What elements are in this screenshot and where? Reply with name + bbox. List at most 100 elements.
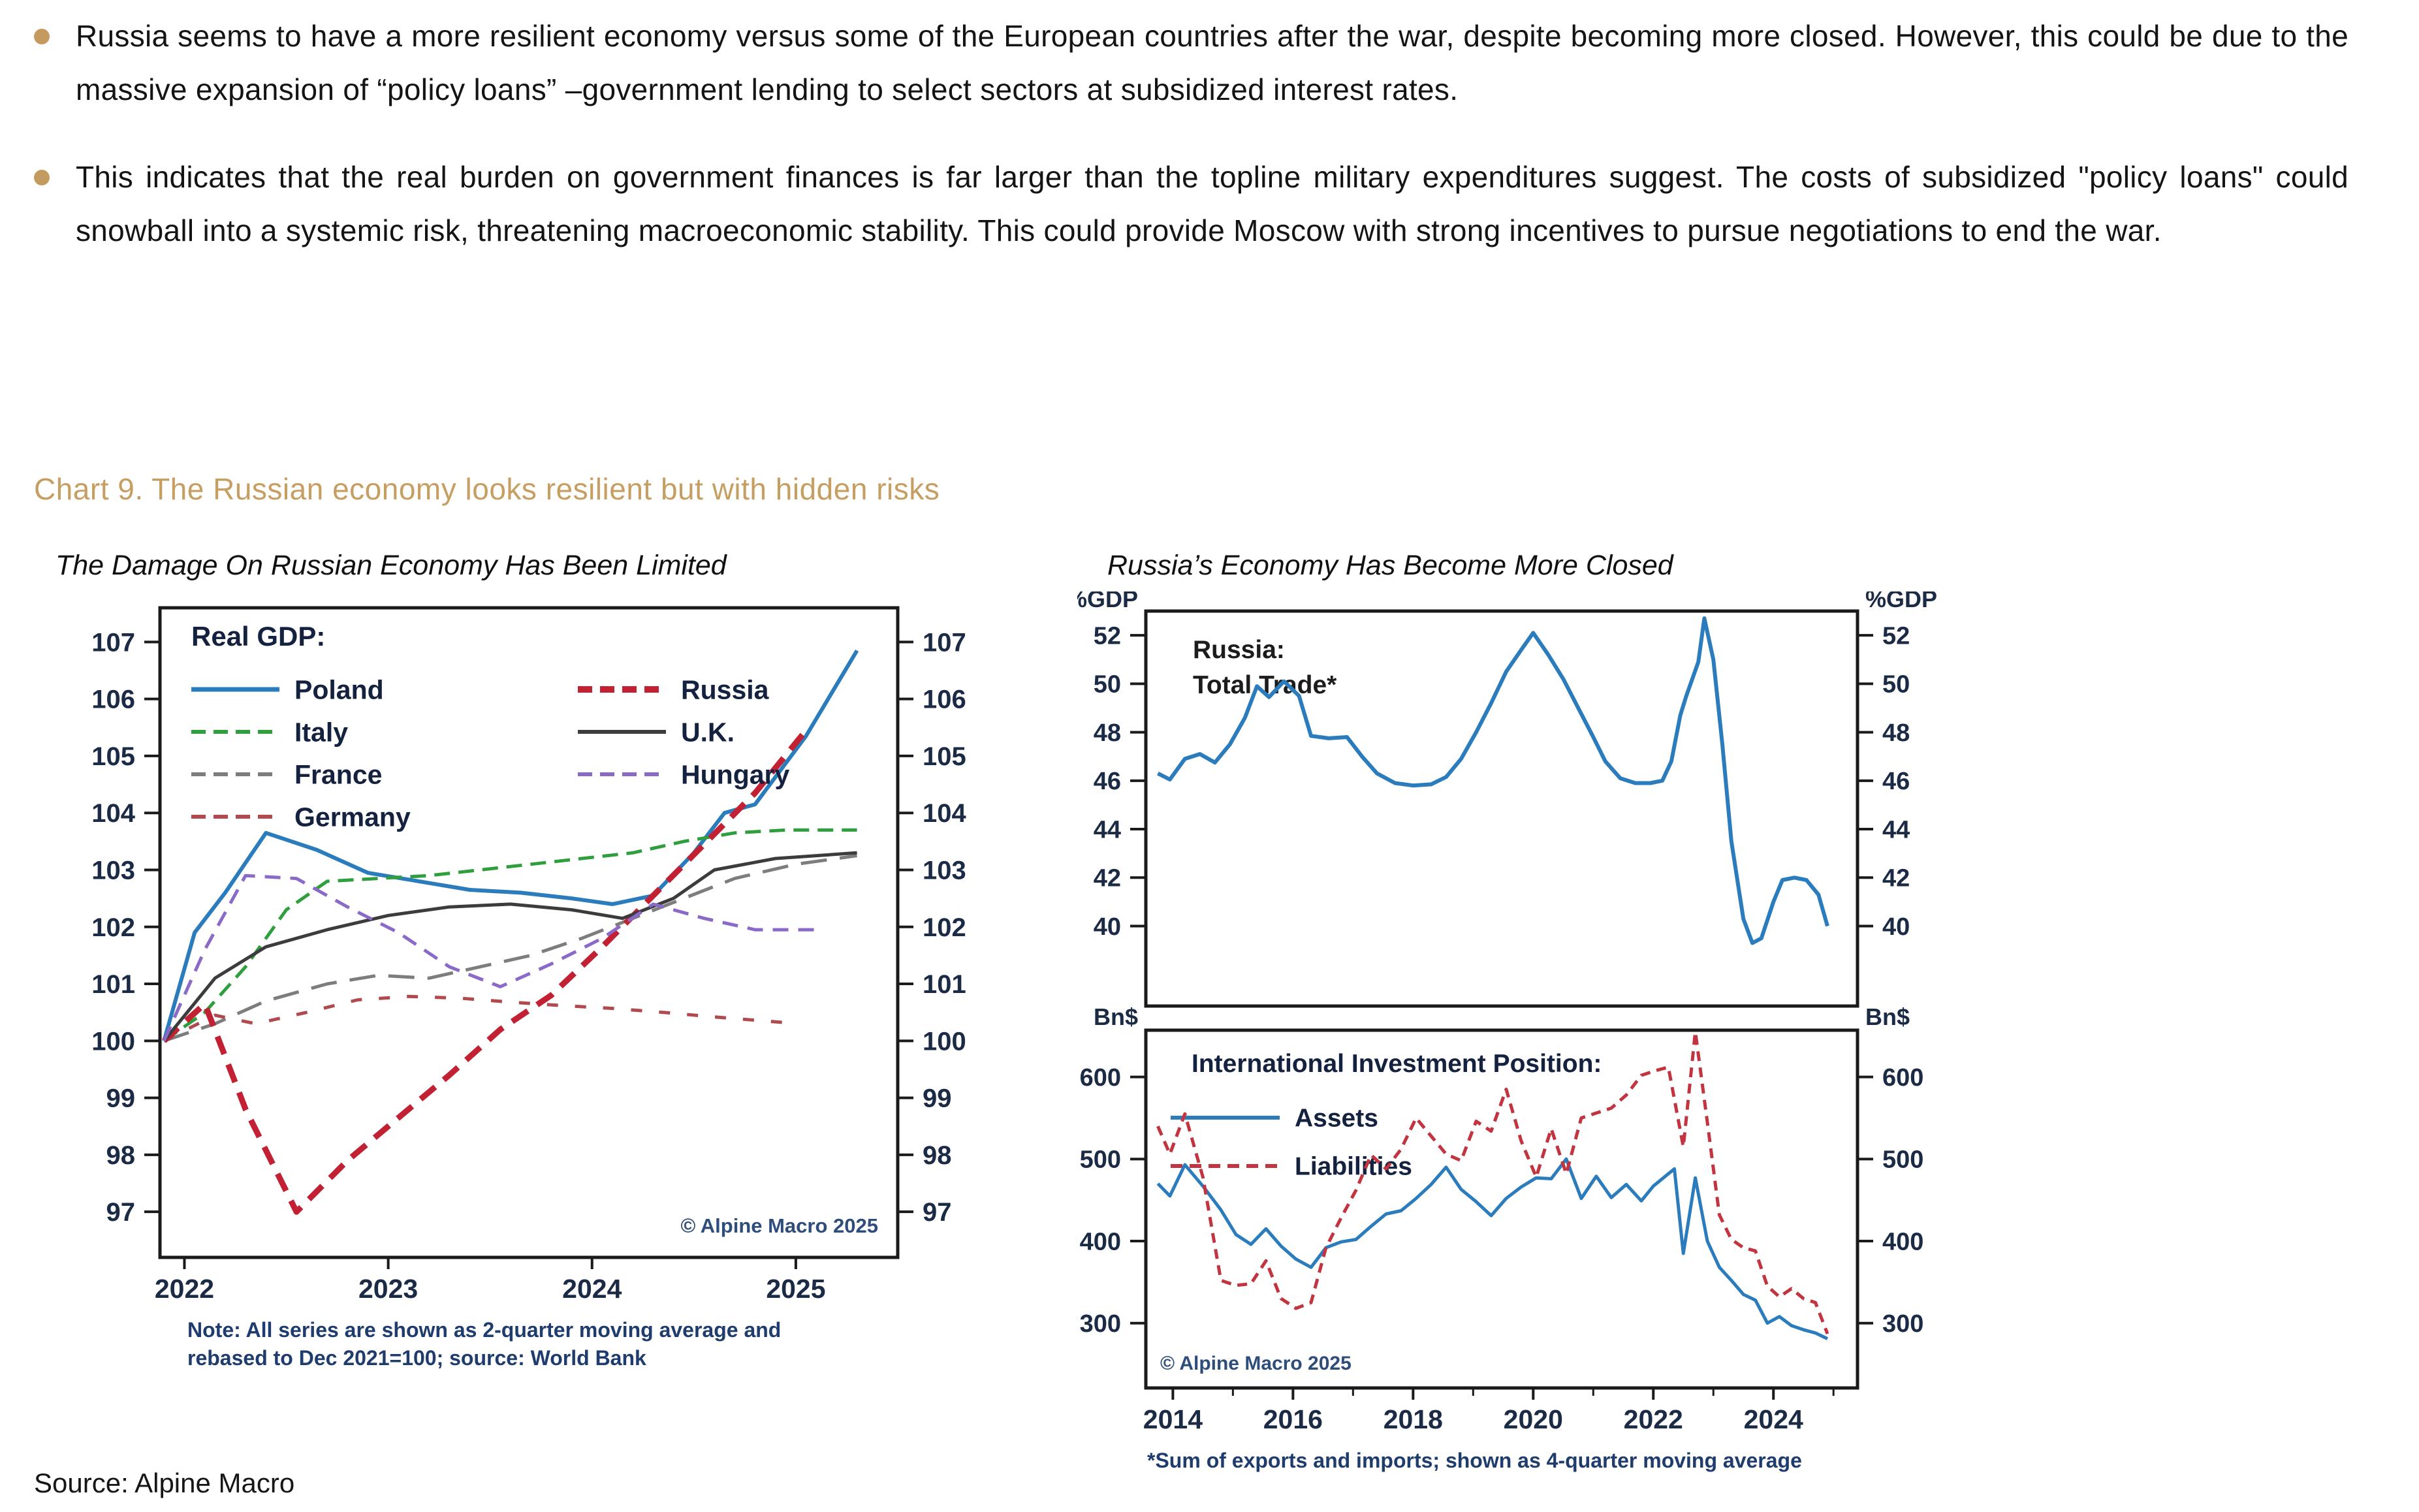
iip-ytick-label: 600 [1882, 1064, 1923, 1092]
iip-xtick-label: 2016 [1263, 1404, 1323, 1434]
gdp-ytick-label: 103 [923, 856, 966, 885]
trade-ytick-label: 46 [1882, 768, 1910, 795]
trade-ytick-label: 40 [1094, 913, 1121, 941]
gdp-legend-label: Hungary [681, 759, 790, 789]
trade-series-totaltrade [1157, 616, 1829, 945]
iip-ytick-label: 300 [1080, 1310, 1121, 1338]
figure-right: Russia’s Economy Has Become More Closed … [1077, 550, 1939, 1483]
gdp-note-line: rebased to Dec 2021=100; source: World B… [187, 1346, 646, 1370]
gdp-ytick-label: 101 [91, 970, 135, 999]
gdp-xtick-label: 2025 [766, 1274, 825, 1304]
iip-series-assets [1156, 1157, 1829, 1340]
trade-ytick-label: 46 [1094, 768, 1121, 795]
gdp-ytick-label: 107 [923, 628, 966, 657]
real-gdp-chart: 97 97 98 98 99 99 100 100 101 101 102 102 103 103 104 1… [91, 606, 966, 1370]
iip-ytick-label: 500 [1882, 1146, 1923, 1174]
bullet-item-2: This indicates that the real burden on g… [34, 150, 2348, 257]
gdp-ytick-label: 100 [91, 1027, 135, 1056]
chart-heading: Chart 9. The Russian economy looks resil… [34, 472, 940, 506]
iip-xtick-label: 2014 [1143, 1404, 1203, 1434]
trade-ytick-label: 50 [1094, 671, 1121, 699]
trade-ytick-label: 40 [1882, 913, 1910, 941]
gdp-legend-label: Germany [294, 802, 411, 832]
trade-iip-chart: 40 40 42 42 44 44 46 46 48 48 50 50 52 52 %GDP %GDP Russ… [1077, 591, 1937, 1472]
gdp-series-poland [162, 649, 859, 1042]
gdp-ytick-label: 105 [923, 742, 966, 771]
gdp-ytick-label: 106 [91, 685, 135, 714]
trade-ytick-label: 42 [1882, 865, 1910, 892]
trade-ytick-label: 44 [1094, 816, 1121, 843]
iip-ytick-label: 500 [1080, 1146, 1121, 1174]
bullet-text-1: Russia seems to have a more resilient ec… [76, 19, 2348, 106]
gdp-series-france [163, 854, 857, 1043]
trade-ytick-label: 48 [1094, 719, 1121, 747]
gdp-legend-label: Italy [294, 717, 348, 747]
gdp-ytick-label: 106 [923, 685, 966, 714]
gdp-legend-label: France [294, 759, 382, 789]
gdp-ytick-label: 103 [91, 856, 135, 885]
iip-ytick-label: 400 [1080, 1228, 1121, 1255]
trade-frame [1144, 609, 1859, 1008]
gdp-ytick-label: 107 [91, 628, 135, 657]
gdp-series-uk [163, 851, 857, 1042]
bullet-text-2: This indicates that the real burden on g… [76, 160, 2348, 247]
iip-xtick-label: 2018 [1383, 1404, 1443, 1434]
figure-left-title: The Damage On Russian Economy Has Been L… [55, 550, 727, 581]
iip-copyright: © Alpine Macro 2025 [1160, 1353, 1352, 1374]
trade-ytick-label: 44 [1882, 816, 1910, 843]
trade-ytick-label: 48 [1882, 719, 1910, 747]
gdp-ytick-label: 97 [923, 1198, 952, 1227]
trade-unit-right: %GDP [1865, 591, 1937, 612]
gdp-legend-label: Russia [681, 674, 770, 704]
iip-xtick-label: 2024 [1744, 1404, 1803, 1434]
iip-frame [1144, 1028, 1859, 1390]
gdp-ytick-label: 105 [91, 742, 135, 771]
trade-unit-left: %GDP [1077, 591, 1138, 612]
trade-ytick-label: 50 [1882, 671, 1910, 699]
gdp-ytick-label: 104 [91, 799, 135, 828]
iip-ytick-label: 400 [1882, 1228, 1923, 1255]
gdp-frame [158, 606, 900, 1259]
gdp-xtick-label: 2022 [155, 1274, 214, 1304]
gdp-series-russia [162, 728, 808, 1215]
trade-ytick-label: 52 [1094, 622, 1121, 650]
gdp-legend-label: U.K. [681, 717, 735, 747]
iip-legend-label: Liabilities [1295, 1153, 1412, 1181]
gdp-xtick-label: 2024 [562, 1274, 622, 1304]
gdp-series-hungary [162, 874, 817, 1042]
gdp-ytick-label: 97 [106, 1198, 136, 1227]
gdp-ytick-label: 99 [106, 1084, 136, 1113]
iip-series-liabilities [1156, 1030, 1829, 1334]
figure-left: The Damage On Russian Economy Has Been L… [55, 550, 973, 1408]
gdp-ytick-label: 102 [91, 913, 135, 942]
bullet-icon [34, 170, 50, 185]
trade-ytick-label: 52 [1882, 622, 1910, 650]
iip-legend-title: International Investment Position: [1192, 1050, 1602, 1078]
iip-ytick-label: 600 [1080, 1064, 1121, 1092]
gdp-ytick-label: 101 [923, 970, 966, 999]
gdp-legend-label: Poland [294, 674, 384, 704]
iip-unit-left: Bn$ [1094, 1003, 1138, 1030]
gdp-series-germany [163, 994, 786, 1043]
bullet-icon [34, 29, 50, 44]
bullet-list: Russia seems to have a more resilient ec… [34, 9, 2348, 291]
trade-ytick-label: 42 [1094, 865, 1121, 892]
source-note: Source: Alpine Macro [34, 1468, 295, 1498]
gdp-ytick-label: 102 [923, 913, 966, 942]
gdp-xtick-label: 2023 [358, 1274, 418, 1304]
gdp-ytick-label: 100 [923, 1027, 966, 1056]
gdp-ytick-label: 104 [923, 799, 966, 828]
gdp-series-italy [163, 828, 857, 1043]
gdp-note-line: Note: All series are shown as 2-quarter … [187, 1318, 781, 1342]
gdp-copyright: © Alpine Macro 2025 [680, 1214, 878, 1237]
iip-footnote: *Sum of exports and imports; shown as 4-… [1147, 1449, 1802, 1472]
iip-unit-right: Bn$ [1865, 1003, 1910, 1030]
iip-xtick-label: 2020 [1504, 1404, 1563, 1434]
gdp-ytick-label: 98 [923, 1141, 952, 1170]
gdp-legend-title: Real GDP: [191, 621, 325, 652]
gdp-ytick-label: 98 [106, 1141, 136, 1170]
figure-right-title: Russia’s Economy Has Become More Closed [1107, 550, 1673, 581]
iip-legend-label: Assets [1295, 1105, 1378, 1133]
bullet-item-1: Russia seems to have a more resilient ec… [34, 9, 2348, 116]
